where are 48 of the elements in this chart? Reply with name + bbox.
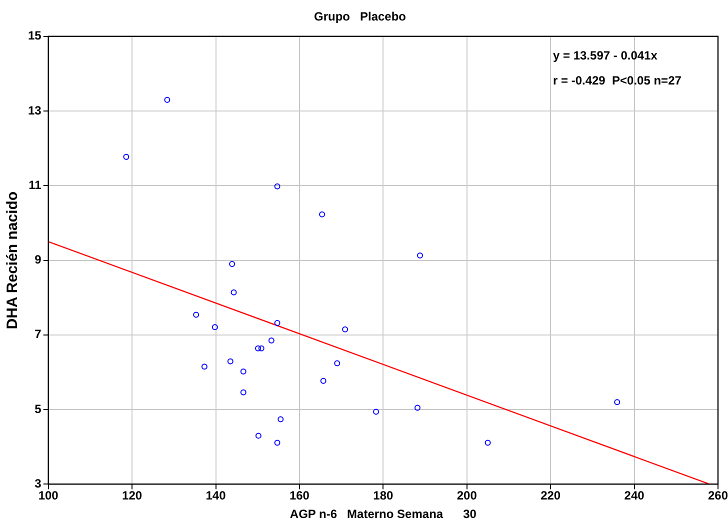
x-tick-label: 100: [38, 488, 59, 503]
point: [373, 408, 380, 415]
y-axis-title: DHA Recién nacido: [4, 191, 22, 330]
y-tick-label: 11: [28, 178, 42, 192]
point: [414, 404, 420, 411]
y-tick-label: 7: [34, 327, 42, 342]
point: [255, 432, 262, 439]
point: [227, 358, 234, 364]
point: [193, 312, 200, 318]
point: [342, 326, 348, 332]
x-tick-label: 260: [708, 488, 728, 503]
x-tick-label: 120: [122, 488, 142, 503]
x-tick-label: 180: [373, 488, 394, 503]
point: [274, 440, 280, 446]
annotation: y = 13.597 - 0.041x: [552, 48, 658, 63]
y-tick-label: 5: [34, 402, 42, 416]
point: [212, 324, 218, 330]
x-tick-label: 220: [540, 488, 561, 503]
point: [258, 345, 264, 352]
point: [255, 345, 262, 352]
x-tick-label: 140: [206, 488, 226, 503]
point: [268, 338, 274, 344]
point: [164, 96, 170, 103]
point: [230, 289, 237, 296]
point: [201, 364, 208, 370]
point: [319, 211, 326, 218]
y-tick-label: 3: [34, 476, 42, 491]
point: [274, 320, 280, 326]
point: [320, 378, 326, 384]
x-tick-label: 200: [456, 488, 478, 503]
point: [334, 360, 340, 366]
annotation: r = -0.429 P<0.05 n=27: [552, 74, 682, 88]
chart-title: Grupo Placebo: [314, 10, 406, 24]
y-tick-label: 13: [28, 103, 42, 118]
x-tick-label: 160: [289, 488, 310, 503]
y-tick-label: 15: [28, 28, 42, 43]
point: [274, 183, 280, 190]
point: [240, 389, 246, 396]
x-tick-label: 240: [624, 488, 645, 503]
point: [123, 154, 130, 160]
y-tick-label: 9: [34, 252, 42, 267]
point: [614, 399, 620, 406]
point: [417, 252, 423, 258]
point: [229, 261, 236, 268]
x-axis-title: AGP n-6 Materno Semana 30: [290, 507, 477, 522]
point: [240, 368, 246, 375]
point: [484, 440, 491, 446]
point: [278, 416, 284, 422]
